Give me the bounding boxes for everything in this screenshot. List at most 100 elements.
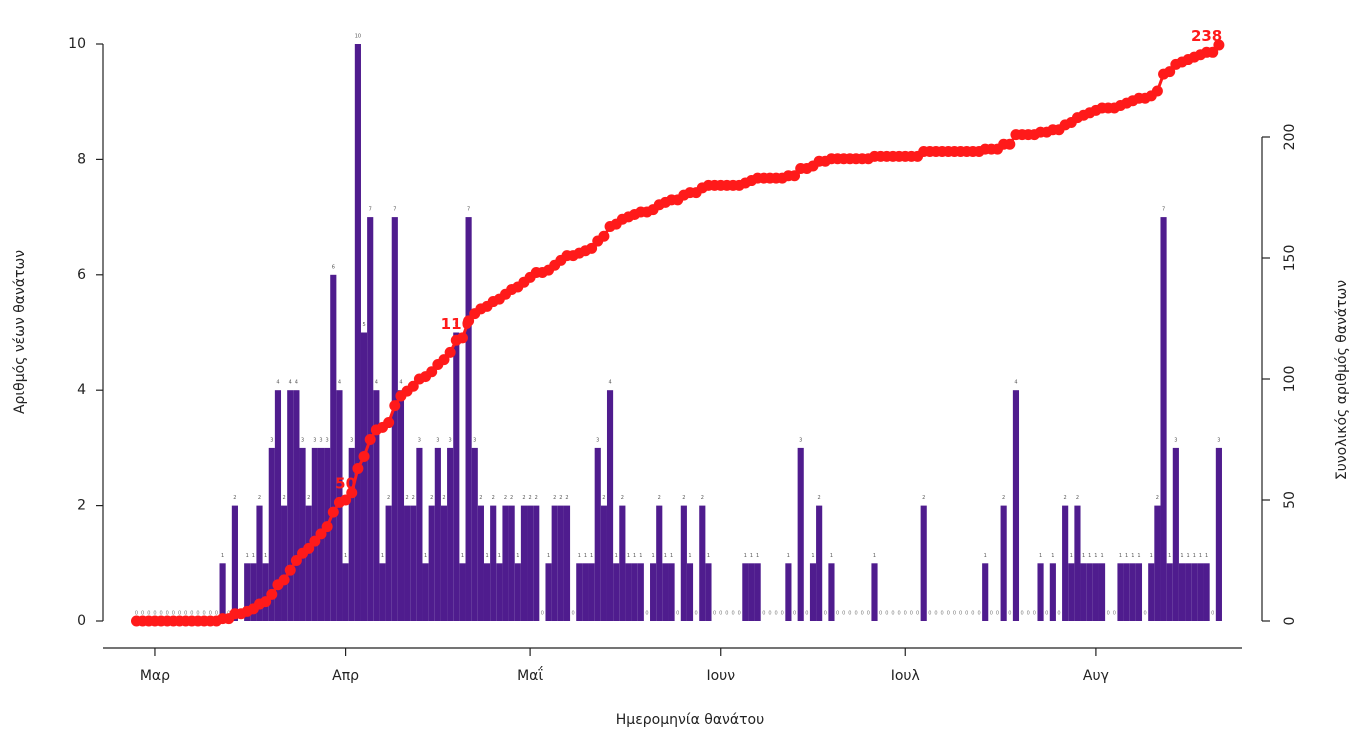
- bar-value-label: 0: [1144, 611, 1147, 617]
- bar: [613, 563, 620, 621]
- bar-value-label: 0: [166, 611, 169, 617]
- bar-value-label: 0: [731, 611, 734, 617]
- x-axis-label: Ημερομηνία θανάτου: [616, 712, 764, 728]
- line-point: [1213, 39, 1225, 51]
- bar-value-label: 2: [492, 495, 495, 501]
- bar: [705, 563, 712, 621]
- line-point: [315, 528, 327, 540]
- bar: [1098, 563, 1106, 621]
- bar-value-label: 0: [725, 611, 728, 617]
- bar-value-label: 0: [941, 611, 944, 617]
- bar-value-label: 4: [375, 380, 378, 386]
- bar-value-label: 1: [1205, 553, 1208, 559]
- bar: [440, 505, 448, 621]
- bar: [533, 505, 540, 621]
- bar-value-label: 1: [1070, 553, 1073, 559]
- bar: [699, 505, 706, 621]
- bar-value-label: 1: [584, 553, 587, 559]
- bar-value-label: 2: [233, 495, 236, 501]
- bar: [293, 390, 300, 621]
- bar-value-label: 0: [172, 611, 175, 617]
- bar-value-label: 3: [350, 437, 353, 443]
- bar-value-label: 2: [412, 495, 415, 501]
- bar-value-label: 1: [1051, 553, 1054, 559]
- bar: [1148, 563, 1155, 621]
- bar-value-label: 4: [276, 380, 279, 386]
- bar-value-label: 2: [258, 495, 261, 501]
- bar: [305, 505, 312, 621]
- bar-value-label: 2: [307, 495, 310, 501]
- bar-value-label: 0: [910, 611, 913, 617]
- bar: [1049, 563, 1056, 621]
- bar: [828, 563, 835, 621]
- line-point: [586, 242, 598, 254]
- bar: [1197, 563, 1204, 621]
- bar-value-label: 0: [184, 611, 187, 617]
- bar-value-label: 1: [1088, 553, 1091, 559]
- bar-value-label: 1: [664, 553, 667, 559]
- line-point: [407, 380, 419, 392]
- bar: [490, 505, 497, 621]
- bar-value-label: 2: [479, 495, 482, 501]
- y2-tick-label: 50: [1282, 491, 1298, 509]
- bar-value-label: 4: [399, 380, 402, 386]
- bar: [391, 217, 398, 621]
- bar-value-label: 0: [854, 611, 857, 617]
- line-point: [346, 487, 358, 499]
- bar-value-label: 0: [645, 611, 648, 617]
- line-point: [358, 450, 370, 462]
- bar: [502, 505, 509, 621]
- bar-value-label: 3: [473, 437, 476, 443]
- bar: [1074, 505, 1081, 621]
- bar-value-label: 0: [848, 611, 851, 617]
- bar-value-label: 2: [283, 495, 286, 501]
- y2-tick-label: 200: [1282, 124, 1298, 151]
- bar: [576, 563, 583, 621]
- bar: [348, 447, 355, 621]
- bar-value-label: 0: [1211, 611, 1214, 617]
- x-tick-label: Ιουν: [706, 668, 735, 684]
- bar-value-label: 1: [615, 553, 618, 559]
- bar: [256, 505, 263, 621]
- bar: [606, 390, 614, 621]
- bar-value-label: 1: [516, 553, 519, 559]
- bar-value-label: 1: [670, 553, 673, 559]
- bar: [428, 505, 435, 621]
- x-tick-label: Μαΐ: [517, 666, 543, 684]
- line-point: [598, 230, 610, 242]
- bar-value-label: 1: [1119, 553, 1122, 559]
- bar-value-label: 0: [867, 611, 870, 617]
- bar: [342, 563, 349, 621]
- bar: [662, 563, 669, 621]
- bar: [354, 44, 361, 621]
- bar-value-label: 1: [1180, 553, 1183, 559]
- bar-value-label: 1: [633, 553, 636, 559]
- bar-value-label: 0: [861, 611, 864, 617]
- bar-value-label: 2: [1002, 495, 1005, 501]
- bar: [1062, 505, 1069, 621]
- bar: [231, 505, 238, 621]
- bar-value-label: 0: [885, 611, 888, 617]
- bar-value-label: 6: [332, 264, 335, 270]
- y-axis-label: Αριθμός νέων θανάτων: [12, 250, 28, 414]
- bar-value-label: 0: [1113, 611, 1116, 617]
- bar-value-label: 2: [522, 495, 525, 501]
- bar: [982, 563, 989, 621]
- bar-value-label: 2: [387, 495, 390, 501]
- bar: [453, 332, 460, 621]
- line-value-label: 238: [1191, 27, 1222, 45]
- bar-value-label: 0: [990, 611, 993, 617]
- bar: [397, 390, 405, 621]
- bar-value-label: 1: [424, 553, 427, 559]
- bar-value-label: 2: [406, 495, 409, 501]
- line-point: [1004, 138, 1016, 150]
- bar-value-label: 2: [553, 495, 556, 501]
- bar-value-label: 0: [1045, 611, 1048, 617]
- bar-value-label: 1: [1187, 553, 1190, 559]
- bar-value-label: 1: [873, 553, 876, 559]
- bar: [1191, 563, 1198, 621]
- bar: [1185, 563, 1192, 621]
- line-point: [327, 506, 339, 518]
- bar: [274, 390, 282, 621]
- bar-value-label: 0: [934, 611, 937, 617]
